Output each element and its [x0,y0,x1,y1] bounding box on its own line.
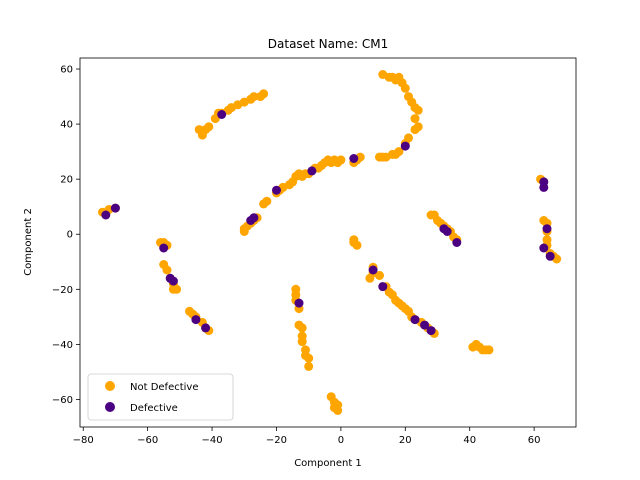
x-tick-label: 0 [338,435,344,446]
not-defective-point [297,323,307,333]
x-tick-label: 60 [528,435,541,446]
not-defective-point [304,353,314,363]
defective-point [426,326,436,336]
y-tick-label: 40 [60,120,73,131]
ticks-layer: −80 −60 −40 −20 0 20 40 60 −60 −40 −20 0 20 40 60 [52,65,541,446]
defective-point [272,185,281,195]
not-defective-point [352,240,362,250]
legend-marker-not-defective [105,381,115,391]
x-tick-label: −40 [201,435,222,446]
defective-point [110,203,120,213]
not-defective-point [410,125,420,135]
not-defective-point [333,406,343,415]
defective-point [191,315,201,325]
not-defective-point [375,271,384,280]
not-defective-point [262,196,272,206]
y-tick-label: 0 [67,230,73,241]
not-defective-point [204,122,214,132]
defective-point [249,213,259,223]
legend-label-defective: Defective [130,403,178,414]
not-defective-point [304,361,314,371]
defective-point [539,243,549,253]
defective-point [201,323,211,333]
y-tick-label: 60 [60,65,73,76]
not-defective-point [400,83,410,93]
defective-point [349,154,359,163]
y-tick-label: −40 [52,340,73,351]
defective-point [400,141,410,151]
defective-point [368,265,378,275]
legend-box [87,373,234,421]
legend-marker-defective [105,402,115,412]
x-axis-label: Component 1 [294,458,362,469]
points-layer [98,70,562,415]
x-tick-label: −20 [266,435,287,446]
defective-point [307,166,317,176]
not-defective-point [249,92,259,102]
not-defective-point [297,337,307,347]
defective-point [539,182,549,192]
y-tick-label: −60 [52,395,73,406]
not-defective-point [375,152,384,162]
defective-point [168,276,178,286]
defective-point [420,320,430,330]
defective-point [378,282,388,292]
not-defective-point [259,89,269,99]
y-tick-label: 20 [60,175,73,186]
defective-point [294,298,304,308]
defective-point [217,110,227,119]
plot-area [79,57,577,428]
legend-label-not-defective: Not Defective [130,382,199,393]
defective-point [545,251,555,261]
x-tick-label: −80 [73,435,94,446]
defective-point [159,243,169,253]
y-axis-label: Component 2 [23,208,34,276]
x-tick-label: 20 [399,435,412,446]
legend: Not Defective Defective [87,373,234,421]
chart-title: Dataset Name: CM1 [268,37,388,51]
y-tick-label: −20 [52,285,73,296]
not-defective-point [162,265,172,275]
x-tick-label: 40 [463,435,476,446]
not-defective-point [410,114,420,124]
not-defective-point [197,130,207,140]
defective-point [452,238,462,247]
defective-point [101,210,111,220]
x-tick-label: −60 [137,435,158,446]
defective-point [410,315,420,325]
defective-point [442,227,452,236]
not-defective-point [336,155,346,165]
not-defective-point [484,345,494,355]
not-defective-point [168,284,178,294]
not-defective-point [413,105,423,115]
defective-point [542,224,552,234]
